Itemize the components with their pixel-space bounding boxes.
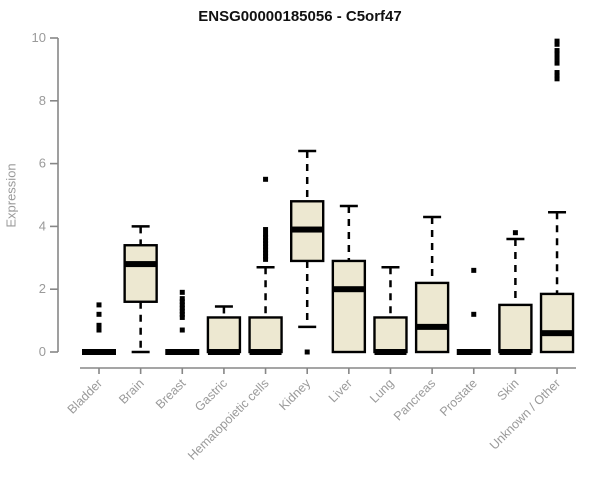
outlier-point — [96, 311, 102, 317]
x-tick-label: Pancreas — [391, 376, 438, 423]
y-tick-label: 4 — [39, 218, 46, 233]
outlier-point — [263, 241, 269, 247]
outlier-point — [554, 76, 560, 82]
outlier-point — [512, 230, 518, 236]
x-tick-label: Gastric — [192, 376, 230, 414]
median-line — [124, 261, 157, 268]
outlier-point — [179, 305, 185, 311]
outlier-point — [179, 314, 185, 320]
outlier-point — [471, 267, 477, 273]
y-tick-label: 10 — [32, 30, 46, 45]
outlier-point — [263, 250, 269, 256]
outlier-point — [179, 308, 185, 314]
x-tick-label: Breast — [153, 376, 189, 412]
x-tick-label: Skin — [494, 376, 521, 403]
median-line — [416, 323, 449, 330]
outlier-point — [263, 231, 269, 237]
outlier-point — [554, 73, 560, 79]
box — [498, 303, 533, 354]
outlier-point — [554, 55, 560, 61]
median-line — [541, 330, 574, 337]
outlier-point — [263, 253, 269, 259]
outlier-point — [263, 256, 269, 262]
x-tick-label: Prostate — [437, 376, 480, 419]
outlier-point — [554, 51, 560, 57]
median-line — [165, 349, 200, 355]
median-line — [456, 349, 491, 355]
median-line — [499, 349, 532, 355]
median-line — [291, 226, 324, 233]
outlier-point — [179, 302, 185, 308]
outlier-point — [263, 247, 269, 253]
chart-title: ENSG00000185056 - C5orf47 — [198, 8, 402, 25]
outlier-point — [554, 41, 560, 47]
outlier-point — [304, 349, 310, 355]
y-tick-label: 0 — [39, 344, 46, 359]
outlier-point — [179, 311, 185, 317]
y-tick-label: 6 — [39, 156, 46, 171]
x-tick-label: Bladder — [65, 376, 105, 416]
outlier-point — [263, 176, 269, 182]
outlier-point — [179, 327, 185, 333]
median-line — [374, 349, 407, 355]
outlier-point — [554, 60, 560, 66]
outlier-point — [263, 227, 269, 233]
box — [123, 244, 158, 303]
outlier-point — [179, 296, 185, 302]
x-tick-label: Unknown / Other — [487, 376, 563, 452]
outlier-point — [554, 38, 560, 44]
y-tick-label: 8 — [39, 93, 46, 108]
outlier-point — [96, 322, 102, 328]
y-tick-label: 2 — [39, 281, 46, 296]
box — [373, 316, 408, 354]
box — [539, 292, 575, 354]
outlier-point — [263, 234, 269, 240]
box — [331, 259, 367, 354]
median-line — [82, 349, 116, 355]
box — [206, 316, 242, 354]
outlier-point — [263, 238, 269, 244]
x-tick-label: Brain — [116, 376, 147, 407]
x-tick-label: Lung — [367, 376, 397, 406]
median-line — [207, 349, 240, 355]
outlier-point — [471, 311, 477, 317]
outlier-point — [179, 289, 185, 295]
x-tick-label: Liver — [326, 376, 355, 405]
box — [248, 316, 283, 354]
median-line — [332, 286, 365, 293]
outlier-point — [179, 299, 185, 305]
outlier-point — [263, 244, 269, 250]
outlier-point — [554, 70, 560, 76]
box — [414, 281, 450, 354]
outlier-point — [96, 302, 102, 308]
x-tick-label: Hematopoietic cells — [185, 376, 272, 463]
x-tick-label: Kidney — [276, 376, 313, 413]
outlier-point — [554, 48, 560, 54]
outlier-point — [96, 327, 102, 333]
y-axis-title: Expression — [3, 163, 19, 228]
median-line — [249, 349, 282, 355]
